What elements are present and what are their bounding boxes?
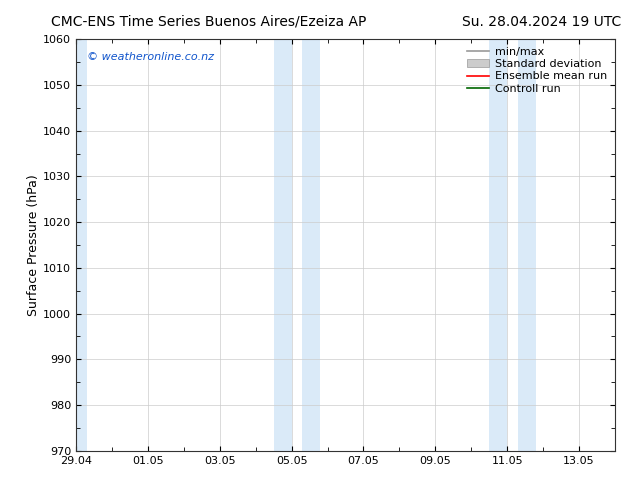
Bar — [302, 39, 320, 451]
Text: CMC-ENS Time Series Buenos Aires/Ezeiza AP: CMC-ENS Time Series Buenos Aires/Ezeiza … — [51, 15, 366, 29]
Text: Su. 28.04.2024 19 UTC: Su. 28.04.2024 19 UTC — [462, 15, 621, 29]
Text: © weatheronline.co.nz: © weatheronline.co.nz — [87, 51, 214, 62]
Y-axis label: Surface Pressure (hPa): Surface Pressure (hPa) — [27, 174, 41, 316]
Bar — [518, 39, 536, 451]
Bar — [72, 39, 87, 451]
Legend: min/max, Standard deviation, Ensemble mean run, Controll run: min/max, Standard deviation, Ensemble me… — [463, 43, 612, 98]
Bar — [489, 39, 507, 451]
Bar — [274, 39, 292, 451]
